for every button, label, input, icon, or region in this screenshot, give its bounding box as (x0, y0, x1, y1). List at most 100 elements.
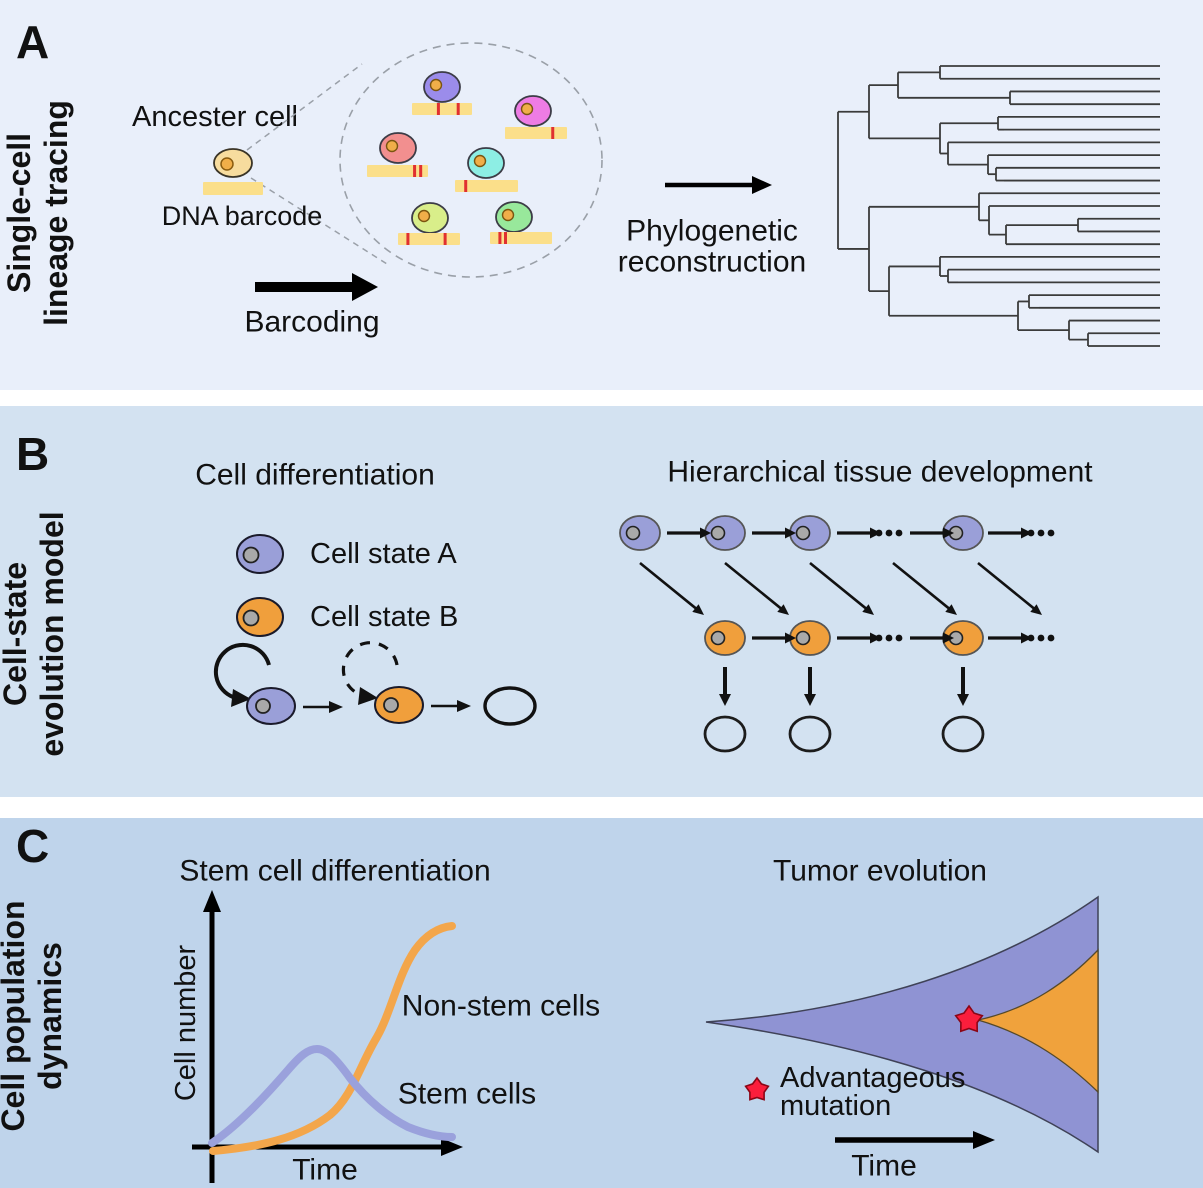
barcode-edit-mark (419, 165, 423, 177)
barcode-edit-mark (456, 103, 460, 115)
barcoded-cell (379, 132, 417, 164)
cell-nucleus (795, 525, 811, 541)
terminal-empty-cell (483, 686, 537, 726)
differentiation-diagonal-arrow-head (777, 604, 789, 615)
cell-nucleus (242, 546, 260, 564)
differentiation-diagonal-arrow-head (1030, 604, 1042, 615)
dna-barcode (367, 165, 428, 177)
ellipsis-dot (1047, 634, 1055, 642)
ancestor-cell-nucleus (220, 157, 234, 171)
hierarchical-tissue-diagram (619, 515, 1055, 753)
cell-nucleus (625, 525, 641, 541)
legend-cell-state-b: Cell state B (236, 597, 458, 637)
panel-a-title-line2: lineage tracing (38, 100, 74, 326)
row-arrow-head (1021, 527, 1032, 539)
terminal-empty-cell (703, 715, 747, 753)
y-axis-arrow-head (203, 890, 221, 912)
barcoded-cell (495, 201, 533, 233)
ellipsis-dot (885, 634, 893, 642)
panel-a-title-line1: Single-cell (1, 133, 37, 293)
differentiation-diagonal-arrow-head (945, 604, 957, 615)
terminal-empty-cell (941, 715, 985, 753)
differentiation-diagonal-arrow-shaft (892, 561, 954, 613)
non-stem-cells-curve (209, 922, 456, 1155)
panel-cell-state-evolution-model: B Cell-state evolution model Cell differ… (0, 406, 1203, 797)
differentiation-diagonal-arrow-shaft (639, 561, 701, 613)
panel-cell-population-dynamics: C Cell population dynamics Stem cell dif… (0, 818, 1203, 1188)
barcode-edit-mark (436, 103, 440, 115)
terminal-empty-cell (788, 715, 832, 753)
ellipsis-dot (1047, 529, 1055, 537)
down-arrow-head (957, 694, 969, 706)
ellipsis-dot (885, 529, 893, 537)
barcoded-cell (514, 95, 552, 127)
barcoded-cells-group (367, 71, 567, 245)
hierarchical-tissue-heading: Hierarchical tissue development (667, 456, 1093, 489)
cell-state-b-swatch (236, 597, 284, 637)
row-arrow-head (870, 632, 881, 644)
stem-cells-curve (208, 1044, 456, 1147)
mutation-star-icon (954, 1004, 984, 1033)
cell-state-a-swatch (236, 534, 284, 574)
differentiation-diagonal-arrow-head (692, 604, 704, 615)
self-renewal-loop-arrow-head (231, 689, 251, 707)
panel-b-title-line1: Cell-state (0, 562, 33, 706)
cell-state-b-label: Cell state B (310, 601, 458, 633)
magnifier-dashed-circle (339, 42, 603, 278)
dna-barcode (505, 127, 567, 139)
cell-nucleus (255, 698, 271, 714)
barcoding-label: Barcoding (244, 306, 379, 339)
barcoded-cell (411, 202, 449, 234)
row-arrow-head (943, 632, 954, 644)
differentiation-diagonal-arrow-head (862, 604, 874, 615)
self-renewal-loop-dashed (341, 641, 399, 697)
panel-single-cell-lineage-tracing: A Single-cell lineage tracing Ancester c… (0, 0, 1203, 390)
panel-a-label: A (16, 16, 49, 68)
differentiation-chain (213, 641, 537, 726)
panel-c-title-line1: Cell population (0, 900, 31, 1131)
row-arrow-head (1021, 632, 1032, 644)
ellipsis-dot (1037, 634, 1045, 642)
barcode-edit-mark (443, 233, 447, 245)
barcode-edit-mark (498, 232, 502, 244)
barcoded-cell (467, 147, 505, 179)
barcode-edit-mark (504, 232, 507, 244)
barcode-edit-mark (464, 180, 468, 192)
differentiation-diagonal-arrow-shaft (809, 561, 871, 613)
panel-c-label: C (16, 820, 49, 872)
ancestor-cell-label: Ancester cell (132, 101, 298, 133)
advantageous-mutation-label-line2: mutation (780, 1090, 891, 1122)
cell-nucleus (383, 697, 399, 713)
cell-nucleus (710, 630, 726, 646)
chain-cell-b (374, 686, 424, 724)
panel-b-background (0, 406, 1203, 797)
ellipsis-dot (895, 634, 903, 642)
cell-nucleus (417, 209, 431, 223)
cell-nucleus (429, 78, 443, 92)
dna-barcode (455, 180, 518, 192)
dna-barcode-label: DNA barcode (162, 201, 323, 231)
zoom-connector-line (250, 177, 388, 265)
panel-c-title-line2: dynamics (32, 942, 68, 1090)
mutation-markers (744, 1004, 984, 1101)
cell-nucleus (795, 630, 811, 646)
cell-nucleus (520, 102, 534, 116)
self-renewal-loop-solid (213, 642, 271, 699)
differentiation-diagonal-arrow-shaft (977, 561, 1039, 613)
ellipsis-dot (875, 634, 883, 642)
cell-nucleus (710, 525, 726, 541)
ancestor-cell (203, 148, 263, 195)
down-arrow-head (719, 694, 731, 706)
zoom-connector-line (246, 63, 363, 151)
row-arrow-head (943, 527, 954, 539)
phylo-label-line2: reconstruction (618, 246, 806, 279)
stem-cell-differentiation-heading: Stem cell differentiation (179, 855, 490, 888)
panel-b-title-line2: evolution model (34, 511, 70, 756)
cell-nucleus (473, 154, 487, 168)
advantageous-mutation-label-line1: Advantageous (780, 1062, 965, 1094)
down-arrow-head (804, 694, 816, 706)
x-axis-label: Time (292, 1154, 358, 1187)
tumor-subclone-shape (977, 948, 1099, 1094)
x-axis-arrow-head (441, 1138, 463, 1156)
